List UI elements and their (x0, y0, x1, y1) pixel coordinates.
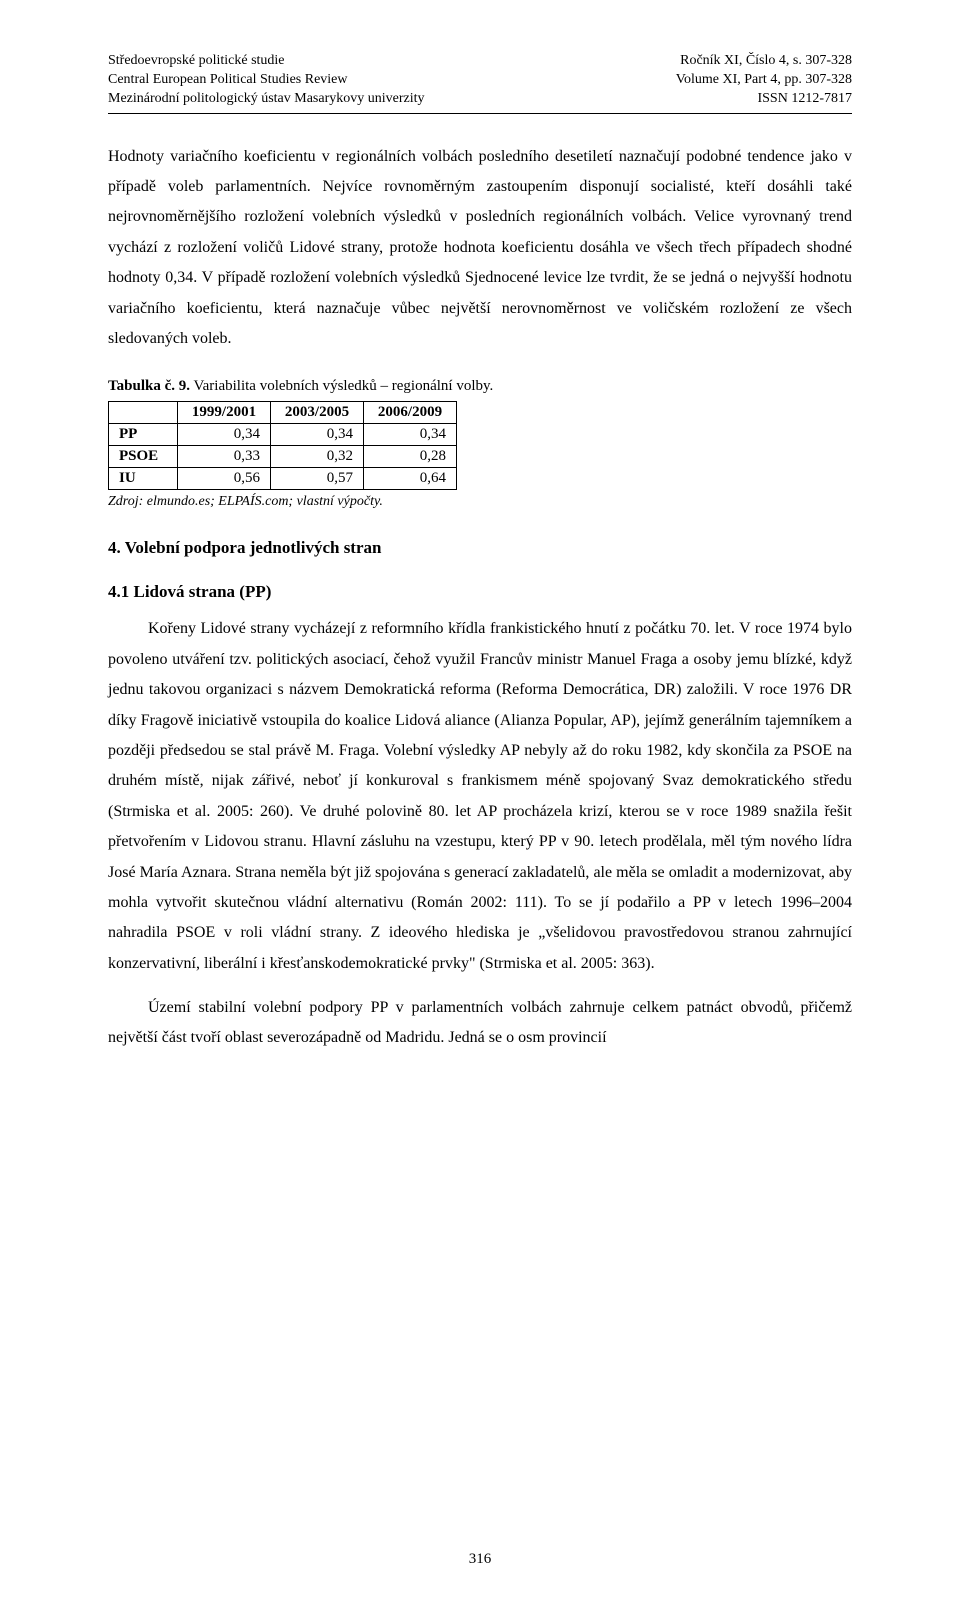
header-right-line: Volume XI, Part 4, pp. 307-328 (676, 71, 852, 90)
table-cell: 0,56 (178, 468, 271, 490)
variability-table: 1999/2001 2003/2005 2006/2009 PP 0,34 0,… (108, 401, 457, 490)
table-caption: Tabulka č. 9. Variabilita volebních výsl… (108, 378, 852, 395)
table-cell: 0,57 (271, 468, 364, 490)
header-left-line: Mezinárodní politologický ústav Masaryko… (108, 90, 425, 109)
paragraph: Území stabilní volební podpory PP v parl… (108, 993, 852, 1054)
table-caption-text: Variabilita volebních výsledků – regioná… (190, 378, 493, 394)
table-row: PSOE 0,33 0,32 0,28 (109, 446, 457, 468)
header-right-line: ISSN 1212-7817 (676, 90, 852, 109)
table-cell: 0,33 (178, 446, 271, 468)
running-header: Středoevropské politické studie Central … (108, 52, 852, 109)
header-right: Ročník XI, Číslo 4, s. 307-328 Volume XI… (676, 52, 852, 109)
table-col-header: 1999/2001 (178, 402, 271, 424)
table-row-label: IU (109, 468, 178, 490)
table-cell: 0,64 (364, 468, 457, 490)
header-right-line: Ročník XI, Číslo 4, s. 307-328 (676, 52, 852, 71)
table-col-header: 2003/2005 (271, 402, 364, 424)
table-row: PP 0,34 0,34 0,34 (109, 424, 457, 446)
header-rule (108, 113, 852, 114)
paragraph: Hodnoty variačního koeficientu v regioná… (108, 142, 852, 355)
table-caption-number: Tabulka č. 9. (108, 378, 190, 394)
page-number: 316 (0, 1551, 960, 1568)
table-cell: 0,32 (271, 446, 364, 468)
table-cell: 0,28 (364, 446, 457, 468)
header-left-line: Středoevropské politické studie (108, 52, 425, 71)
table-row-label: PP (109, 424, 178, 446)
table-row-label: PSOE (109, 446, 178, 468)
page: Středoevropské politické studie Central … (0, 0, 960, 1604)
table-source: Zdroj: elmundo.es; ELPAÍS.com; vlastní v… (108, 494, 852, 510)
paragraph: Kořeny Lidové strany vycházejí z reformn… (108, 614, 852, 979)
section-heading: 4. Volební podpora jednotlivých stran (108, 538, 852, 558)
table-cell: 0,34 (364, 424, 457, 446)
subsection-heading: 4.1 Lidová strana (PP) (108, 582, 852, 602)
header-left: Středoevropské politické studie Central … (108, 52, 425, 109)
table-col-header: 2006/2009 (364, 402, 457, 424)
table-cell: 0,34 (178, 424, 271, 446)
table-corner (109, 402, 178, 424)
header-left-line: Central European Political Studies Revie… (108, 71, 425, 90)
table-row: IU 0,56 0,57 0,64 (109, 468, 457, 490)
table-cell: 0,34 (271, 424, 364, 446)
